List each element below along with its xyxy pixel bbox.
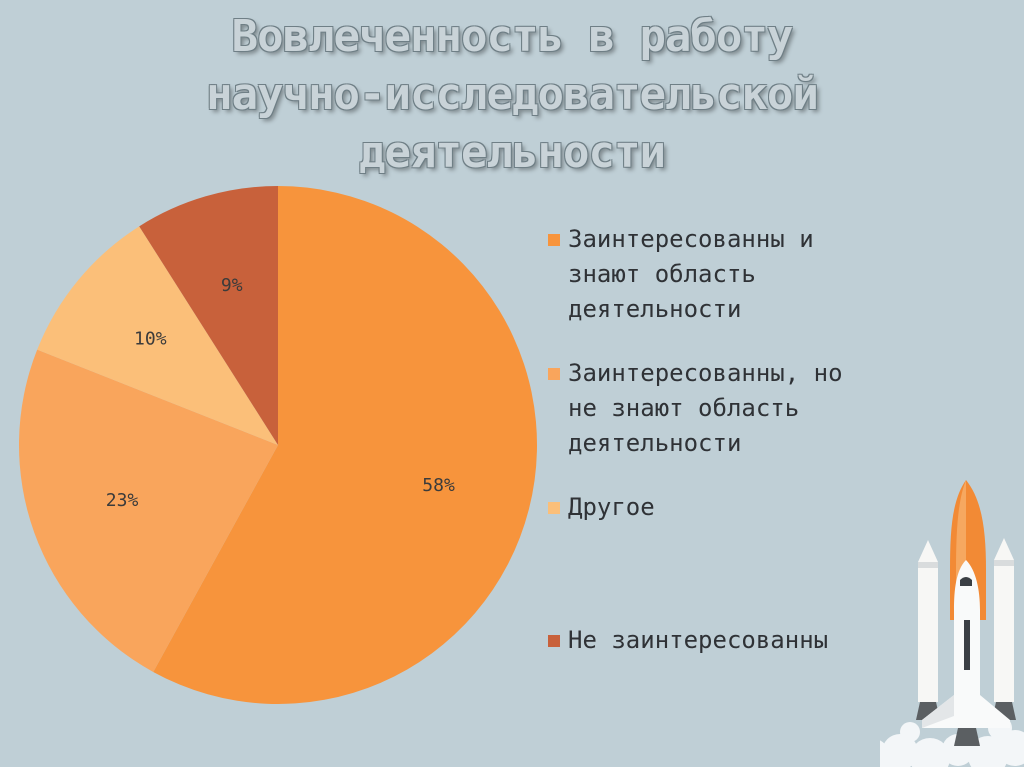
data-label-1: 58%	[422, 475, 455, 496]
data-label-4: 9%	[221, 275, 243, 296]
pie-chart: 58% 23% 10% 9%	[18, 186, 537, 704]
legend-swatch-4	[548, 635, 560, 647]
pie-slice-2	[18, 349, 278, 672]
legend-item-1: Заинтересованны и знают область деятельн…	[548, 222, 918, 327]
left-booster	[916, 540, 940, 720]
legend-item-3: Другое	[548, 490, 918, 525]
legend-label-2: Заинтересованны, но не знают область дея…	[568, 359, 843, 457]
pie-slice-3	[37, 226, 278, 445]
legend-label-4: Не заинтересованны	[568, 626, 829, 654]
orbiter	[922, 560, 1010, 746]
legend-swatch-3	[548, 502, 560, 514]
title-line-2: научно-исследовательской	[206, 69, 819, 120]
data-label-3: 10%	[134, 328, 167, 349]
chart-title: Вовлеченность в работу научно-исследоват…	[0, 8, 1024, 182]
legend-swatch-1	[548, 234, 560, 246]
legend-item-4: Не заинтересованны	[548, 623, 918, 658]
title-line-3: деятельности	[359, 127, 666, 178]
pie-slice-1	[153, 186, 537, 704]
rocket-illustration	[880, 480, 1024, 767]
legend-label-1: Заинтересованны и знают область деятельн…	[568, 225, 814, 323]
legend-item-2: Заинтересованны, но не знают область дея…	[548, 356, 918, 461]
legend-label-3: Другое	[568, 493, 655, 521]
pie-slice-4	[139, 186, 278, 445]
legend-swatch-2	[548, 368, 560, 380]
right-booster	[992, 538, 1016, 720]
data-label-2: 23%	[106, 490, 139, 511]
title-line-1: Вовлеченность в работу	[231, 11, 794, 62]
